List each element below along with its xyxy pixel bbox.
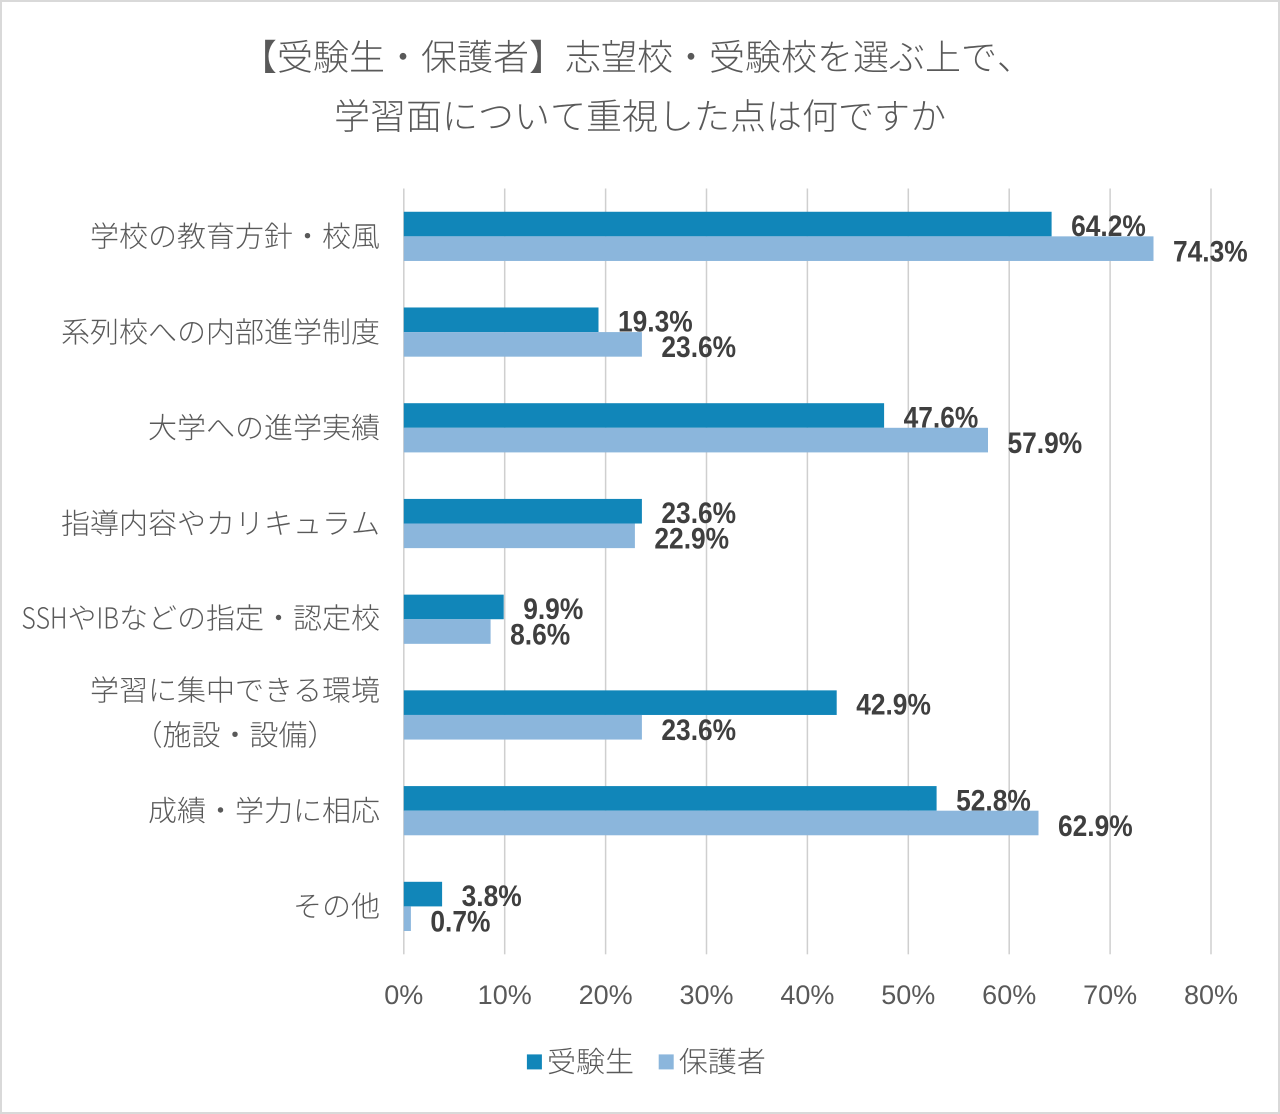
svg-text:9.9%: 9.9%	[523, 593, 583, 626]
svg-text:8.6%: 8.6%	[510, 618, 570, 651]
svg-text:20%: 20%	[579, 980, 633, 1010]
svg-text:0.7%: 0.7%	[430, 906, 490, 939]
svg-text:64.2%: 64.2%	[1071, 210, 1146, 243]
svg-text:22.9%: 22.9%	[654, 523, 729, 556]
svg-text:23.6%: 23.6%	[661, 714, 736, 747]
svg-text:74.3%: 74.3%	[1173, 236, 1248, 269]
svg-text:23.6%: 23.6%	[661, 331, 736, 364]
svg-text:10%: 10%	[478, 980, 532, 1010]
svg-text:30%: 30%	[679, 980, 733, 1010]
svg-text:70%: 70%	[1083, 980, 1137, 1010]
svg-text:62.9%: 62.9%	[1058, 810, 1133, 843]
svg-text:3.8%: 3.8%	[462, 880, 522, 913]
svg-text:23.6%: 23.6%	[661, 497, 736, 530]
svg-text:40%: 40%	[780, 980, 834, 1010]
svg-text:60%: 60%	[982, 980, 1036, 1010]
svg-text:47.6%: 47.6%	[904, 401, 979, 434]
svg-text:80%: 80%	[1184, 980, 1238, 1010]
svg-text:0%: 0%	[384, 980, 423, 1010]
svg-text:42.9%: 42.9%	[856, 689, 931, 722]
svg-text:19.3%: 19.3%	[618, 306, 693, 339]
svg-text:52.8%: 52.8%	[956, 784, 1031, 817]
svg-text:50%: 50%	[881, 980, 935, 1010]
svg-text:57.9%: 57.9%	[1008, 427, 1083, 460]
